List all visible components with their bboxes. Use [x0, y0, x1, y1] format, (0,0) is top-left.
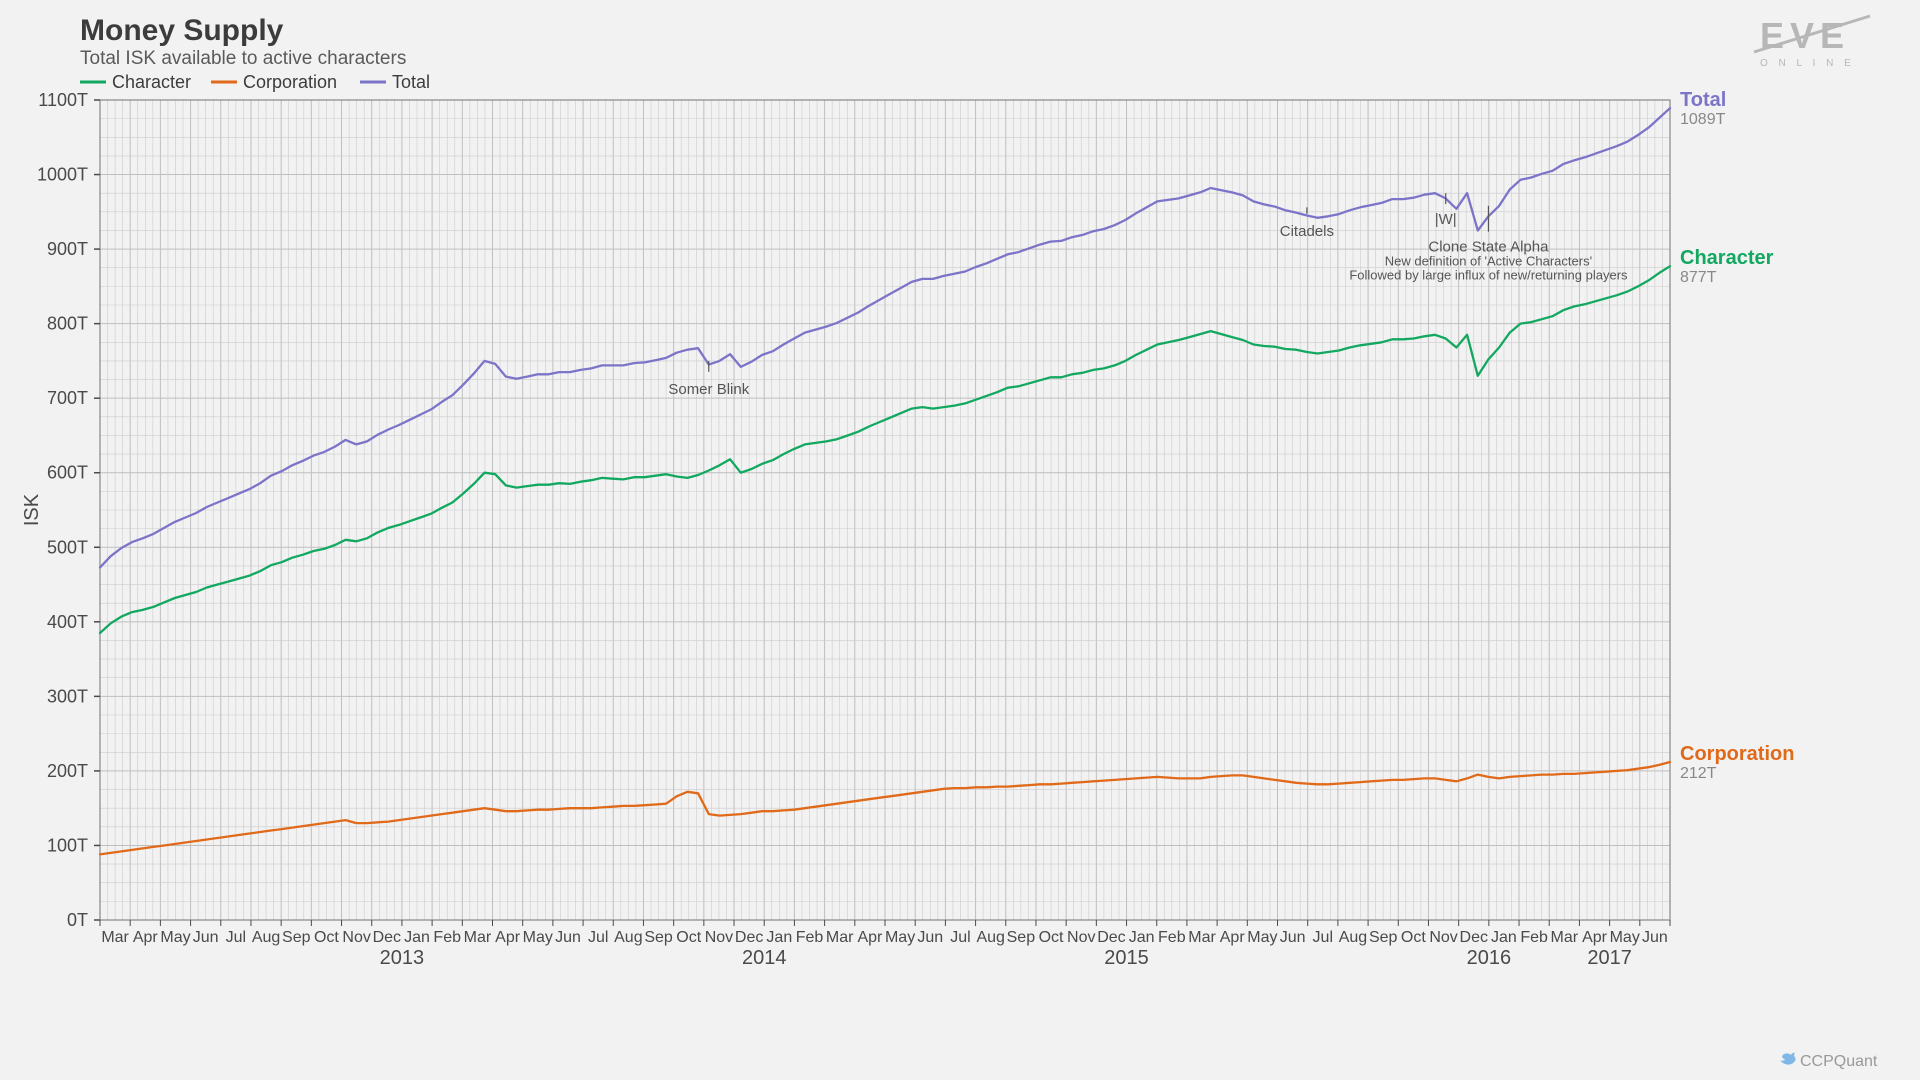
annotation-sub: Followed by large influx of new/returnin…: [1349, 268, 1628, 283]
y-tick-label: 200T: [47, 761, 88, 781]
x-tick-month: Jun: [555, 929, 581, 946]
x-tick-month: Dec: [735, 929, 763, 946]
series-end-label: Total: [1680, 89, 1726, 111]
x-tick-month: May: [160, 929, 190, 946]
y-tick-label: 0T: [67, 910, 88, 930]
annotation: Somer Blink: [668, 381, 749, 398]
x-tick-month: Aug: [1339, 929, 1367, 946]
y-tick-label: 900T: [47, 239, 88, 259]
x-tick-month: Nov: [342, 929, 370, 946]
x-tick-year: 2014: [742, 947, 787, 969]
series-end-value: 877T: [1680, 269, 1717, 286]
x-tick-month: Feb: [433, 929, 461, 946]
x-tick-month: May: [1610, 929, 1640, 946]
x-tick-month: Feb: [1520, 929, 1548, 946]
money-supply-chart: 0T 100T 200T 300T 400T 500T 600T 700T 800T 900T 10…: [0, 0, 1920, 1080]
x-tick-month: Mar: [1188, 929, 1216, 946]
x-tick-month: Jul: [226, 929, 246, 946]
x-tick-year: 2015: [1104, 947, 1149, 969]
x-tick-month: Jan: [404, 929, 430, 946]
y-tick-label: 600T: [47, 463, 88, 483]
x-tick-month: Apr: [495, 929, 521, 946]
x-tick-month: Sep: [1007, 929, 1036, 946]
x-tick-month: Sep: [644, 929, 673, 946]
x-tick-month: Jan: [1491, 929, 1517, 946]
y-tick-label: 800T: [47, 314, 88, 334]
series-end-value: 1089T: [1680, 111, 1726, 128]
x-tick-month: Mar: [1551, 929, 1579, 946]
x-tick-month: May: [885, 929, 915, 946]
y-tick-label: 1000T: [37, 165, 88, 185]
legend-label: Corporation: [243, 72, 337, 92]
x-tick-month: Aug: [252, 929, 280, 946]
x-tick-month: Mar: [826, 929, 854, 946]
x-tick-month: Apr: [1582, 929, 1608, 946]
x-tick-month: Dec: [373, 929, 401, 946]
annotation-sub: New definition of 'Active Characters': [1385, 254, 1592, 269]
x-tick-month: Sep: [1369, 929, 1398, 946]
x-tick-month: Jun: [193, 929, 219, 946]
x-tick-month: Apr: [133, 929, 159, 946]
legend-label: Total: [392, 72, 430, 92]
series-end-label: Corporation: [1680, 743, 1794, 765]
y-tick-label: 1100T: [38, 90, 88, 110]
series-end-label: Character: [1680, 247, 1774, 269]
x-tick-year: 2013: [380, 947, 425, 969]
x-tick-month: Apr: [857, 929, 883, 946]
x-tick-month: Mar: [464, 929, 492, 946]
x-tick-month: Oct: [314, 929, 339, 946]
y-axis-label: ISK: [21, 493, 43, 526]
x-tick-month: Dec: [1097, 929, 1125, 946]
x-tick-month: Jun: [917, 929, 943, 946]
x-tick-month: May: [1247, 929, 1277, 946]
x-tick-month: Sep: [282, 929, 311, 946]
y-tick-label: 300T: [47, 686, 88, 706]
x-tick-month: Jul: [950, 929, 970, 946]
annotation: Citadels: [1280, 223, 1334, 240]
x-tick-month: Feb: [796, 929, 824, 946]
x-tick-month: Jul: [588, 929, 608, 946]
x-tick-month: Jun: [1280, 929, 1306, 946]
svg-text:O N L I N E: O N L I N E: [1760, 58, 1855, 69]
x-tick-month: Nov: [1429, 929, 1457, 946]
x-tick-month: Jan: [1129, 929, 1155, 946]
x-tick-month: Oct: [1401, 929, 1426, 946]
y-tick-label: 400T: [47, 612, 88, 632]
series-end-value: 212T: [1680, 765, 1717, 782]
x-tick-month: Oct: [1039, 929, 1064, 946]
y-tick-label: 500T: [47, 537, 88, 557]
legend-label: Character: [112, 72, 191, 92]
chart-title: Money Supply: [80, 14, 284, 47]
x-tick-month: Aug: [614, 929, 642, 946]
y-tick-label: 700T: [47, 388, 88, 408]
x-tick-month: Jul: [1313, 929, 1333, 946]
x-tick-month: Feb: [1158, 929, 1186, 946]
x-tick-month: May: [523, 929, 553, 946]
x-tick-month: Nov: [705, 929, 733, 946]
x-tick-month: Dec: [1460, 929, 1488, 946]
annotation: |W|: [1435, 211, 1457, 228]
chart-subtitle: Total ISK available to active characters: [80, 48, 406, 69]
x-tick-year: 2017: [1587, 947, 1632, 969]
x-tick-month: Nov: [1067, 929, 1095, 946]
svg-text:CCPQuant: CCPQuant: [1800, 1053, 1878, 1070]
x-tick-month: Aug: [976, 929, 1004, 946]
x-tick-year: 2016: [1467, 947, 1512, 969]
x-tick-month: Apr: [1220, 929, 1246, 946]
x-tick-month: Oct: [676, 929, 701, 946]
y-tick-label: 100T: [47, 835, 88, 855]
x-tick-month: Jun: [1642, 929, 1668, 946]
x-tick-month: Mar: [101, 929, 129, 946]
x-tick-month: Jan: [766, 929, 792, 946]
